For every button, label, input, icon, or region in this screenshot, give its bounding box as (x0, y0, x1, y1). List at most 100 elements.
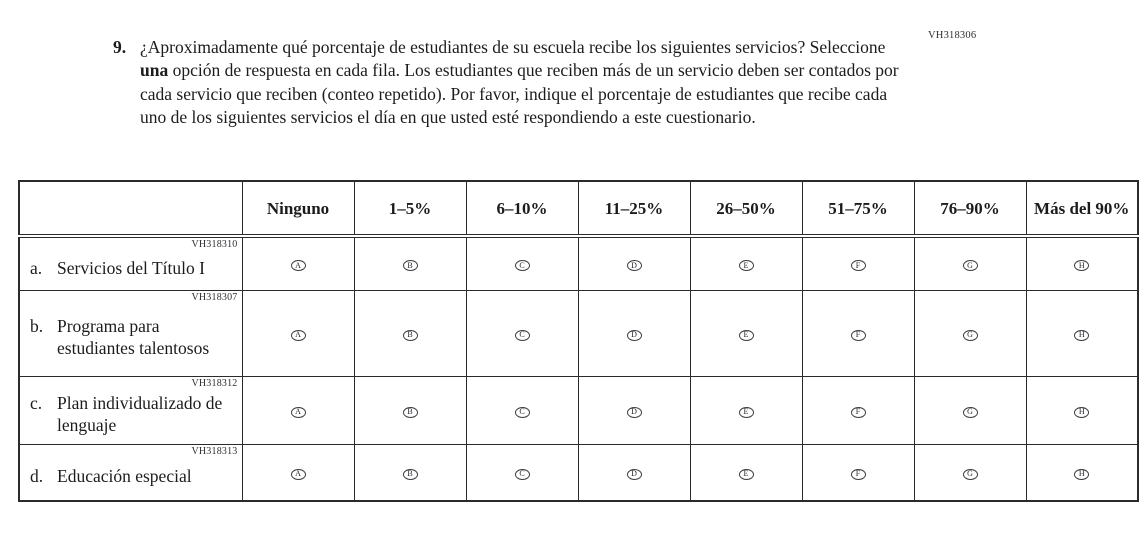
option-bubble-f[interactable]: F (850, 468, 866, 480)
option-cell: E (689, 235, 803, 291)
option-cell: G (913, 235, 1027, 291)
option-cell: A (241, 289, 355, 377)
response-matrix-table: Ninguno 1–5% 6–10% 11–25% 26–50% 51–75% … (18, 180, 1139, 502)
option-cell: B (353, 375, 467, 445)
column-header-mas-del-90: Más del 90% (1025, 180, 1139, 238)
row-code: VH318312 (191, 377, 238, 389)
option-bubble-a[interactable]: A (290, 406, 306, 418)
option-cell: C (465, 375, 579, 445)
option-bubble-b[interactable]: B (402, 406, 418, 418)
option-bubble-h[interactable]: H (1074, 329, 1090, 341)
option-cell: D (577, 443, 691, 502)
option-bubble-c[interactable]: C (514, 468, 530, 480)
option-cell: D (577, 235, 691, 291)
option-bubble-g[interactable]: G (962, 406, 978, 418)
option-cell: C (465, 235, 579, 291)
option-cell: B (353, 235, 467, 291)
option-bubble-d[interactable]: D (626, 329, 642, 341)
column-header-11-25: 11–25% (577, 180, 691, 238)
row-label-cell: VH318310 a. Servicios del Título I (18, 235, 243, 291)
option-bubble-c[interactable]: C (514, 260, 530, 272)
column-header-51-75: 51–75% (801, 180, 915, 238)
column-header-6-10: 6–10% (465, 180, 579, 238)
option-bubble-d[interactable]: D (626, 260, 642, 272)
row-label-cell: VH318307 b. Programa para estudiantes ta… (18, 289, 243, 377)
option-cell: G (913, 443, 1027, 502)
option-bubble-f[interactable]: F (850, 329, 866, 341)
option-bubble-e[interactable]: E (738, 468, 754, 480)
option-cell: C (465, 443, 579, 502)
row-code: VH318310 (191, 239, 238, 250)
row-label: b. Programa para estudiantes talentosos (30, 315, 238, 359)
option-bubble-d[interactable]: D (626, 406, 642, 418)
row-label: a. Servicios del Título I (30, 257, 238, 279)
table-row-servicios-titulo-i: VH318310 a. Servicios del Título I A B C… (18, 235, 1139, 291)
table-row-educacion-especial: VH318313 d. Educación especial A B C D E… (18, 443, 1139, 502)
option-cell: D (577, 289, 691, 377)
option-cell: H (1025, 289, 1139, 377)
option-bubble-g[interactable]: G (962, 260, 978, 272)
option-cell: E (689, 443, 803, 502)
option-bubble-f[interactable]: F (850, 406, 866, 418)
table-row-programa-talentosos: VH318307 b. Programa para estudiantes ta… (18, 289, 1139, 377)
option-cell: B (353, 443, 467, 502)
row-letter: a. (30, 257, 43, 278)
row-letter: b. (30, 316, 44, 336)
option-bubble-c[interactable]: C (514, 329, 530, 341)
column-header-1-5: 1–5% (353, 180, 467, 238)
option-bubble-g[interactable]: G (962, 329, 978, 341)
row-code: VH318313 (191, 445, 238, 457)
column-header-26-50: 26–50% (689, 180, 803, 238)
option-cell: H (1025, 375, 1139, 445)
option-bubble-e[interactable]: E (738, 329, 754, 341)
row-label-text: Educación especial (57, 466, 192, 487)
option-cell: H (1025, 235, 1139, 291)
option-bubble-b[interactable]: B (402, 468, 418, 480)
column-header-76-90: 76–90% (913, 180, 1027, 238)
option-cell: F (801, 375, 915, 445)
option-bubble-a[interactable]: A (290, 260, 306, 272)
option-bubble-b[interactable]: B (402, 260, 418, 272)
table-row-plan-individualizado: VH318312 c. Plan individualizado de leng… (18, 375, 1139, 445)
header-row: Ninguno 1–5% 6–10% 11–25% 26–50% 51–75% … (18, 180, 1139, 238)
row-label: c. Plan individualizado de lenguaje (30, 392, 238, 436)
option-bubble-h[interactable]: H (1074, 468, 1090, 480)
option-bubble-h[interactable]: H (1074, 406, 1090, 418)
row-code: VH318307 (191, 291, 238, 303)
option-cell: A (241, 235, 355, 291)
option-cell: F (801, 235, 915, 291)
option-bubble-h[interactable]: H (1074, 260, 1090, 272)
option-bubble-a[interactable]: A (290, 468, 306, 480)
option-bubble-b[interactable]: B (402, 329, 418, 341)
question-bold-word: una (140, 60, 169, 81)
question-text: ¿Aproximadamente qué porcentaje de estud… (140, 36, 912, 130)
option-bubble-g[interactable]: G (962, 468, 978, 480)
option-bubble-a[interactable]: A (290, 329, 306, 341)
option-cell: D (577, 375, 691, 445)
row-label-text: Servicios del Título I (57, 257, 205, 278)
option-bubble-e[interactable]: E (738, 406, 754, 418)
option-cell: G (913, 375, 1027, 445)
question-number: 9. (113, 37, 127, 57)
row-label-text: Programa para estudiantes talentosos (57, 316, 210, 358)
question-block: 9. ¿Aproximadamente qué porcentaje de es… (113, 36, 912, 130)
option-cell: B (353, 289, 467, 377)
option-cell: E (689, 375, 803, 445)
option-cell: A (241, 375, 355, 445)
row-letter: c. (30, 393, 43, 413)
option-cell: G (913, 289, 1027, 377)
option-bubble-e[interactable]: E (738, 260, 754, 272)
option-cell: C (465, 289, 579, 377)
row-label-text: Plan individualizado de lenguaje (57, 393, 223, 435)
option-bubble-d[interactable]: D (626, 468, 642, 480)
option-cell: H (1025, 443, 1139, 502)
option-bubble-f[interactable]: F (850, 260, 866, 272)
row-letter: d. (30, 466, 44, 487)
option-cell: E (689, 289, 803, 377)
option-bubble-c[interactable]: C (514, 406, 530, 418)
row-label: d. Educación especial (30, 465, 238, 487)
row-label-cell: VH318313 d. Educación especial (18, 443, 243, 502)
question-text-part2: opción de respuesta en cada fila. Los es… (140, 60, 899, 128)
option-cell: F (801, 443, 915, 502)
